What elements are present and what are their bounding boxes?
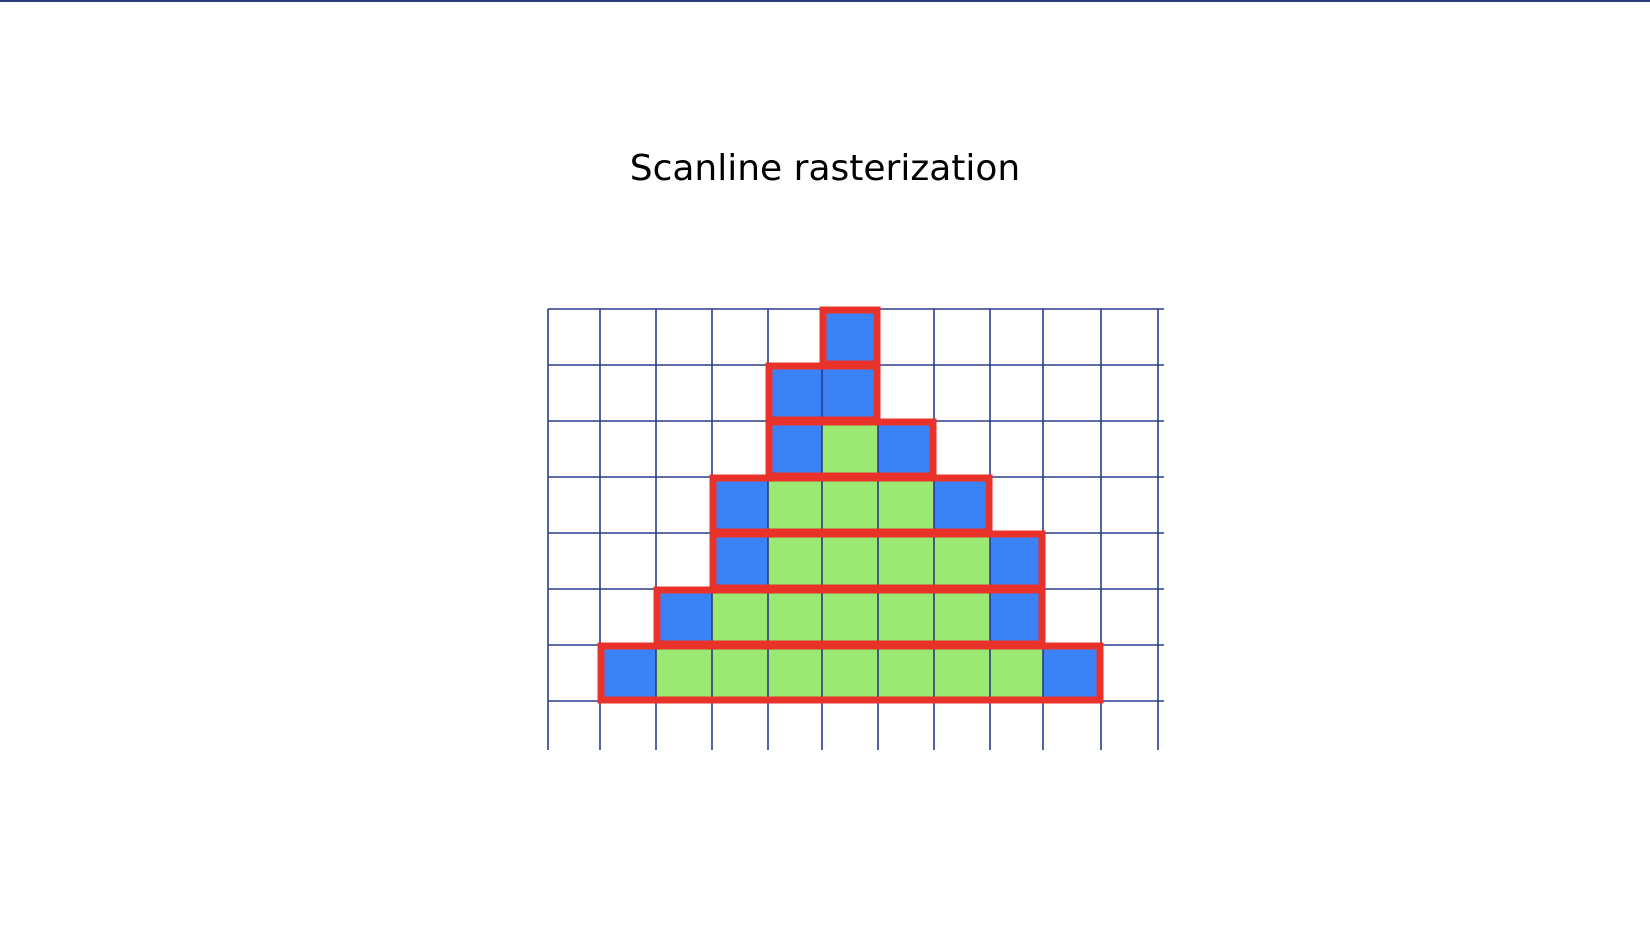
pixel-cells-layer [600, 309, 1101, 701]
edge-pixel [712, 533, 768, 589]
interior-pixel [878, 533, 934, 589]
interior-pixel [878, 645, 934, 701]
interior-pixel [768, 645, 822, 701]
edge-pixel [822, 309, 878, 365]
interior-pixel [768, 589, 822, 645]
interior-pixel [934, 645, 990, 701]
slide-title: Scanline rasterization [629, 148, 1021, 189]
edge-pixel [768, 421, 822, 477]
interior-pixel [822, 421, 878, 477]
scanline-span-outline [597, 642, 1104, 704]
edge-pixel [934, 477, 990, 533]
interior-pixel [934, 589, 990, 645]
edge-pixel [600, 645, 656, 701]
interior-pixel [768, 533, 822, 589]
interior-pixel [822, 533, 878, 589]
edge-pixel [1043, 645, 1101, 701]
interior-pixel [822, 477, 878, 533]
interior-pixel [934, 533, 990, 589]
interior-pixel [878, 477, 934, 533]
interior-pixel [768, 477, 822, 533]
edge-pixel [990, 533, 1043, 589]
interior-pixel [656, 645, 712, 701]
edge-pixel [878, 421, 934, 477]
interior-pixel [990, 645, 1043, 701]
interior-pixel [822, 645, 878, 701]
edge-pixel [656, 589, 712, 645]
interior-pixel [822, 589, 878, 645]
interior-pixel [712, 589, 768, 645]
edge-pixel [990, 589, 1043, 645]
edge-pixel [822, 365, 878, 421]
edge-pixel [768, 365, 822, 421]
interior-pixel [712, 645, 768, 701]
scanline-spans-layer [597, 306, 1104, 704]
edge-pixel [712, 477, 768, 533]
interior-pixel [878, 589, 934, 645]
